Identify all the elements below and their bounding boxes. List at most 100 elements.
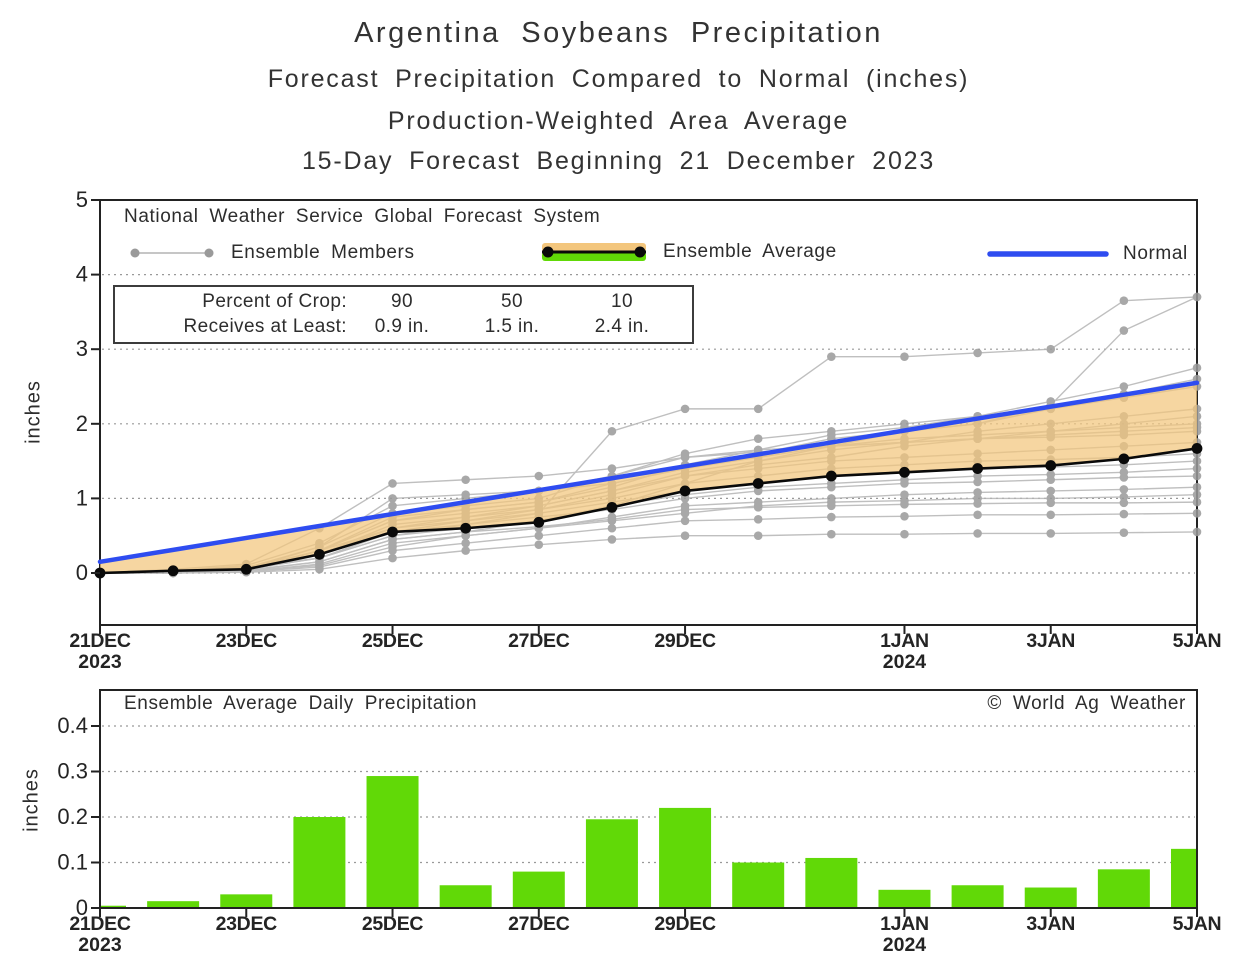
ensemble-average-dot	[460, 522, 472, 534]
ensemble-average-dot	[314, 548, 325, 560]
daily-precip-bar	[439, 885, 492, 908]
daily-precip-bar	[878, 889, 931, 908]
crop-row1-value-10: 10	[611, 291, 633, 312]
crop-row1-value-90: 90	[391, 291, 413, 312]
ensemble-member-dot	[607, 514, 617, 524]
ensemble-member-dot	[388, 501, 397, 511]
ensemble-member-dot	[461, 538, 470, 548]
ensemble-member-dot	[1192, 464, 1202, 473]
ensemble-member-dot	[607, 523, 617, 533]
ensemble-member-dot	[900, 512, 909, 521]
ensemble-member-dot	[900, 490, 909, 499]
page-title: Argentina Soybeans Precipitation	[354, 17, 883, 49]
ensemble-member-dot	[827, 512, 836, 522]
y-tick-label: 0	[76, 560, 88, 585]
ensemble-average-dot	[679, 485, 691, 497]
x-tick-label: 3JAN	[1026, 630, 1075, 652]
ensemble-member-dot	[680, 531, 690, 540]
x-tick-label: 29DEC	[654, 630, 716, 652]
ensemble-member-dot	[827, 482, 836, 492]
legend-label-ensemble-members: Ensemble Members	[231, 242, 415, 263]
y-tick-label: 1	[76, 485, 88, 510]
ensemble-members-symbol-icon	[130, 248, 214, 258]
legend-ensemble-average: Ensemble Average	[538, 241, 837, 263]
ensemble-member-dot	[680, 453, 690, 462]
daily-precip-bar	[147, 901, 200, 908]
ensemble-member-line	[99, 501, 1198, 574]
ensemble-average-dot	[606, 501, 618, 513]
x-tick-label: 21DEC	[69, 630, 131, 652]
ensemble-member-dot	[1192, 527, 1202, 537]
ensemble-member-dot	[827, 529, 836, 539]
ensemble-average-dot	[533, 516, 545, 528]
x-tick-label: 29DEC	[654, 913, 716, 935]
x-tick-label: 5JAN	[1173, 630, 1222, 652]
daily-precip-bar	[585, 819, 638, 908]
ensemble-member-dot	[1192, 497, 1202, 507]
crop-row2-value-2: 1.5 in.	[484, 316, 540, 337]
page-subtitle-forecast: Forecast Precipitation Compared to Norma…	[267, 65, 970, 93]
ensemble-member-dot	[388, 494, 397, 503]
ensemble-member-line	[100, 531, 1198, 574]
ensemble-member-dot	[461, 475, 470, 485]
ensemble-member-dot	[973, 529, 982, 538]
ensemble-member-dot	[680, 505, 690, 514]
ensemble-member-dot	[973, 499, 982, 508]
crop-row1-value-50: 50	[501, 291, 523, 312]
ensemble-member-dot	[1192, 471, 1202, 481]
daily-precip-bar	[1097, 869, 1150, 908]
ensemble-member-dot	[827, 352, 836, 361]
daily-precip-bar	[1024, 887, 1077, 908]
crop-row2-value-1: 0.9 in.	[374, 316, 430, 337]
ensemble-member-line	[100, 493, 1198, 574]
page-subtitle-area: Production-Weighted Area Average	[387, 107, 850, 135]
crop-table-row-receives: Receives at Least: 0.9 in. 1.5 in. 2.4 i…	[115, 314, 692, 339]
bottom-chart-y-axis-title: inches	[20, 768, 43, 832]
crop-row1-label: Percent of Crop:	[202, 291, 347, 312]
ensemble-member-dot	[827, 430, 836, 440]
x-tick-label: 25DEC	[362, 630, 424, 652]
x-tick-label: 23DEC	[216, 913, 278, 935]
ensemble-average-symbol-icon	[542, 243, 646, 261]
ensemble-member-dot	[1046, 475, 1056, 485]
ensemble-average-line	[99, 447, 1198, 575]
ensemble-member-dot	[461, 490, 470, 499]
daily-precip-bar	[512, 871, 565, 908]
daily-precip-bar	[293, 817, 346, 908]
ensemble-average-dot	[825, 470, 837, 482]
y-tick-label: 2	[76, 411, 88, 436]
x-tick-label: 25DEC	[362, 913, 424, 935]
legend-ensemble-members: Ensemble Members	[126, 242, 415, 264]
daily-precip-bar	[732, 862, 785, 908]
ensemble-member-dot	[1119, 485, 1129, 494]
ensemble-average-dot	[167, 565, 179, 577]
x-tick-year-label: 2024	[883, 651, 927, 673]
daily-precip-bar	[1171, 848, 1197, 908]
x-tick-label: 5JAN	[1173, 913, 1222, 935]
ensemble-member-dot	[388, 479, 397, 488]
ensemble-member-dot	[680, 516, 690, 526]
ensemble-member-dot	[1046, 397, 1056, 406]
ensemble-member-dot	[753, 531, 763, 540]
ensemble-member-dot	[900, 529, 909, 539]
x-tick-label: 3JAN	[1026, 913, 1075, 935]
ensemble-member-dot	[753, 503, 763, 512]
ensemble-member-dot	[388, 535, 397, 544]
daily-precip-bar	[220, 894, 273, 908]
bottom-chart-frame	[99, 689, 1198, 909]
daily-precip-bar	[659, 807, 712, 908]
top-chart-y-axis-title: inches	[22, 380, 45, 444]
ensemble-member-dot	[534, 540, 544, 549]
ensemble-member-dot	[1119, 509, 1129, 519]
normal-line	[97, 380, 1200, 565]
ensemble-member-dot	[1119, 326, 1129, 335]
ensemble-member-dot	[1046, 529, 1056, 538]
ensemble-member-dot	[607, 426, 617, 436]
ensemble-average-dot	[1191, 443, 1203, 454]
ensemble-member-dot	[1192, 509, 1202, 518]
ensemble-member-dot	[753, 404, 763, 414]
y-tick-label: 0	[76, 895, 88, 920]
